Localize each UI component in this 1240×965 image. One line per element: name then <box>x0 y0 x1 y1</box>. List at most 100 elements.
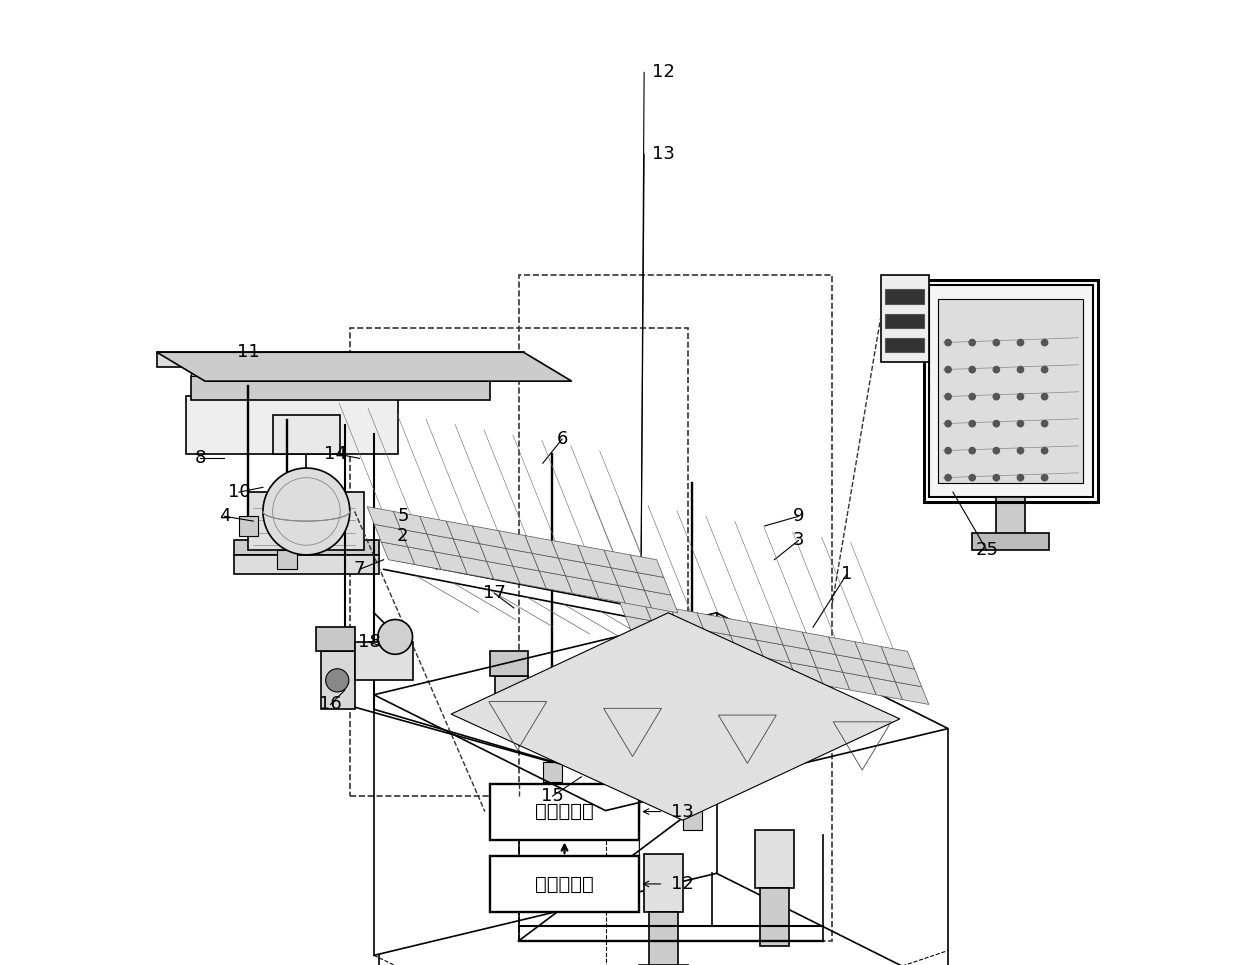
Bar <box>924 280 1097 502</box>
Circle shape <box>968 339 976 346</box>
Polygon shape <box>816 668 849 690</box>
Polygon shape <box>888 664 921 687</box>
Circle shape <box>944 420 952 427</box>
Text: 13: 13 <box>652 146 675 163</box>
Polygon shape <box>619 586 651 608</box>
Bar <box>972 533 1049 550</box>
Text: 6: 6 <box>557 430 568 448</box>
Polygon shape <box>420 516 453 538</box>
Bar <box>191 376 490 400</box>
Text: 5: 5 <box>397 508 409 525</box>
Polygon shape <box>460 557 494 579</box>
Text: 16: 16 <box>319 696 342 713</box>
Bar <box>248 492 365 550</box>
Bar <box>760 888 789 946</box>
Circle shape <box>968 447 976 455</box>
Bar <box>156 352 523 367</box>
Bar <box>355 642 413 680</box>
Text: 12: 12 <box>671 875 694 893</box>
Circle shape <box>378 620 413 654</box>
Text: 2: 2 <box>397 527 409 544</box>
Polygon shape <box>565 576 599 598</box>
Polygon shape <box>790 663 823 685</box>
Text: 功率放大器: 功率放大器 <box>536 802 594 821</box>
Bar <box>543 762 562 782</box>
Text: 信号发生器: 信号发生器 <box>536 874 594 894</box>
Text: 25: 25 <box>975 541 998 559</box>
Circle shape <box>944 474 952 482</box>
Bar <box>239 516 258 536</box>
Circle shape <box>1017 447 1024 455</box>
Polygon shape <box>506 548 539 571</box>
Circle shape <box>1017 474 1024 482</box>
Polygon shape <box>810 649 843 673</box>
Polygon shape <box>895 682 929 704</box>
Bar <box>755 830 794 888</box>
Polygon shape <box>480 543 513 566</box>
Polygon shape <box>558 558 591 581</box>
Polygon shape <box>525 536 558 558</box>
Polygon shape <box>756 640 790 663</box>
Circle shape <box>992 393 1001 400</box>
Polygon shape <box>578 545 611 567</box>
Polygon shape <box>585 563 619 586</box>
Circle shape <box>1040 393 1049 400</box>
Text: 13: 13 <box>671 803 694 820</box>
Text: 14: 14 <box>324 445 347 462</box>
Circle shape <box>1040 366 1049 373</box>
Polygon shape <box>552 540 585 563</box>
Polygon shape <box>836 654 869 677</box>
Polygon shape <box>630 555 663 577</box>
Text: 8: 8 <box>195 450 206 467</box>
Text: 9: 9 <box>792 508 805 525</box>
Polygon shape <box>427 534 460 557</box>
Polygon shape <box>645 603 678 625</box>
Polygon shape <box>750 622 782 645</box>
Circle shape <box>326 669 348 692</box>
Polygon shape <box>604 550 637 572</box>
Polygon shape <box>382 542 414 565</box>
Polygon shape <box>697 613 730 635</box>
Circle shape <box>992 474 1001 482</box>
Circle shape <box>1040 447 1049 455</box>
Circle shape <box>1040 339 1049 346</box>
Circle shape <box>1017 366 1024 373</box>
Bar <box>278 550 296 569</box>
Polygon shape <box>723 618 756 640</box>
Text: 4: 4 <box>218 508 231 525</box>
Polygon shape <box>658 639 692 661</box>
Polygon shape <box>843 673 877 695</box>
Text: 11: 11 <box>237 344 260 361</box>
Bar <box>929 285 1092 497</box>
Bar <box>495 676 528 733</box>
Text: 3: 3 <box>792 532 805 549</box>
Polygon shape <box>862 659 895 682</box>
Polygon shape <box>618 598 651 620</box>
Circle shape <box>968 474 976 482</box>
Bar <box>490 856 640 912</box>
Bar <box>885 290 924 304</box>
Polygon shape <box>611 567 645 591</box>
Circle shape <box>992 420 1001 427</box>
Polygon shape <box>651 620 684 644</box>
Polygon shape <box>730 635 764 658</box>
Bar <box>518 275 832 941</box>
Circle shape <box>968 366 976 373</box>
Polygon shape <box>539 571 573 593</box>
Bar <box>490 784 640 840</box>
Circle shape <box>992 447 1001 455</box>
Polygon shape <box>446 521 480 543</box>
Bar <box>191 365 490 376</box>
Text: 1: 1 <box>841 565 852 583</box>
Polygon shape <box>374 524 408 547</box>
Text: 7: 7 <box>353 561 366 578</box>
Circle shape <box>968 393 976 400</box>
Polygon shape <box>486 562 520 584</box>
Polygon shape <box>513 566 547 589</box>
Bar <box>649 912 678 965</box>
Circle shape <box>1040 474 1049 482</box>
Polygon shape <box>367 507 401 529</box>
Circle shape <box>944 339 952 346</box>
Polygon shape <box>532 553 565 576</box>
Polygon shape <box>854 642 888 664</box>
